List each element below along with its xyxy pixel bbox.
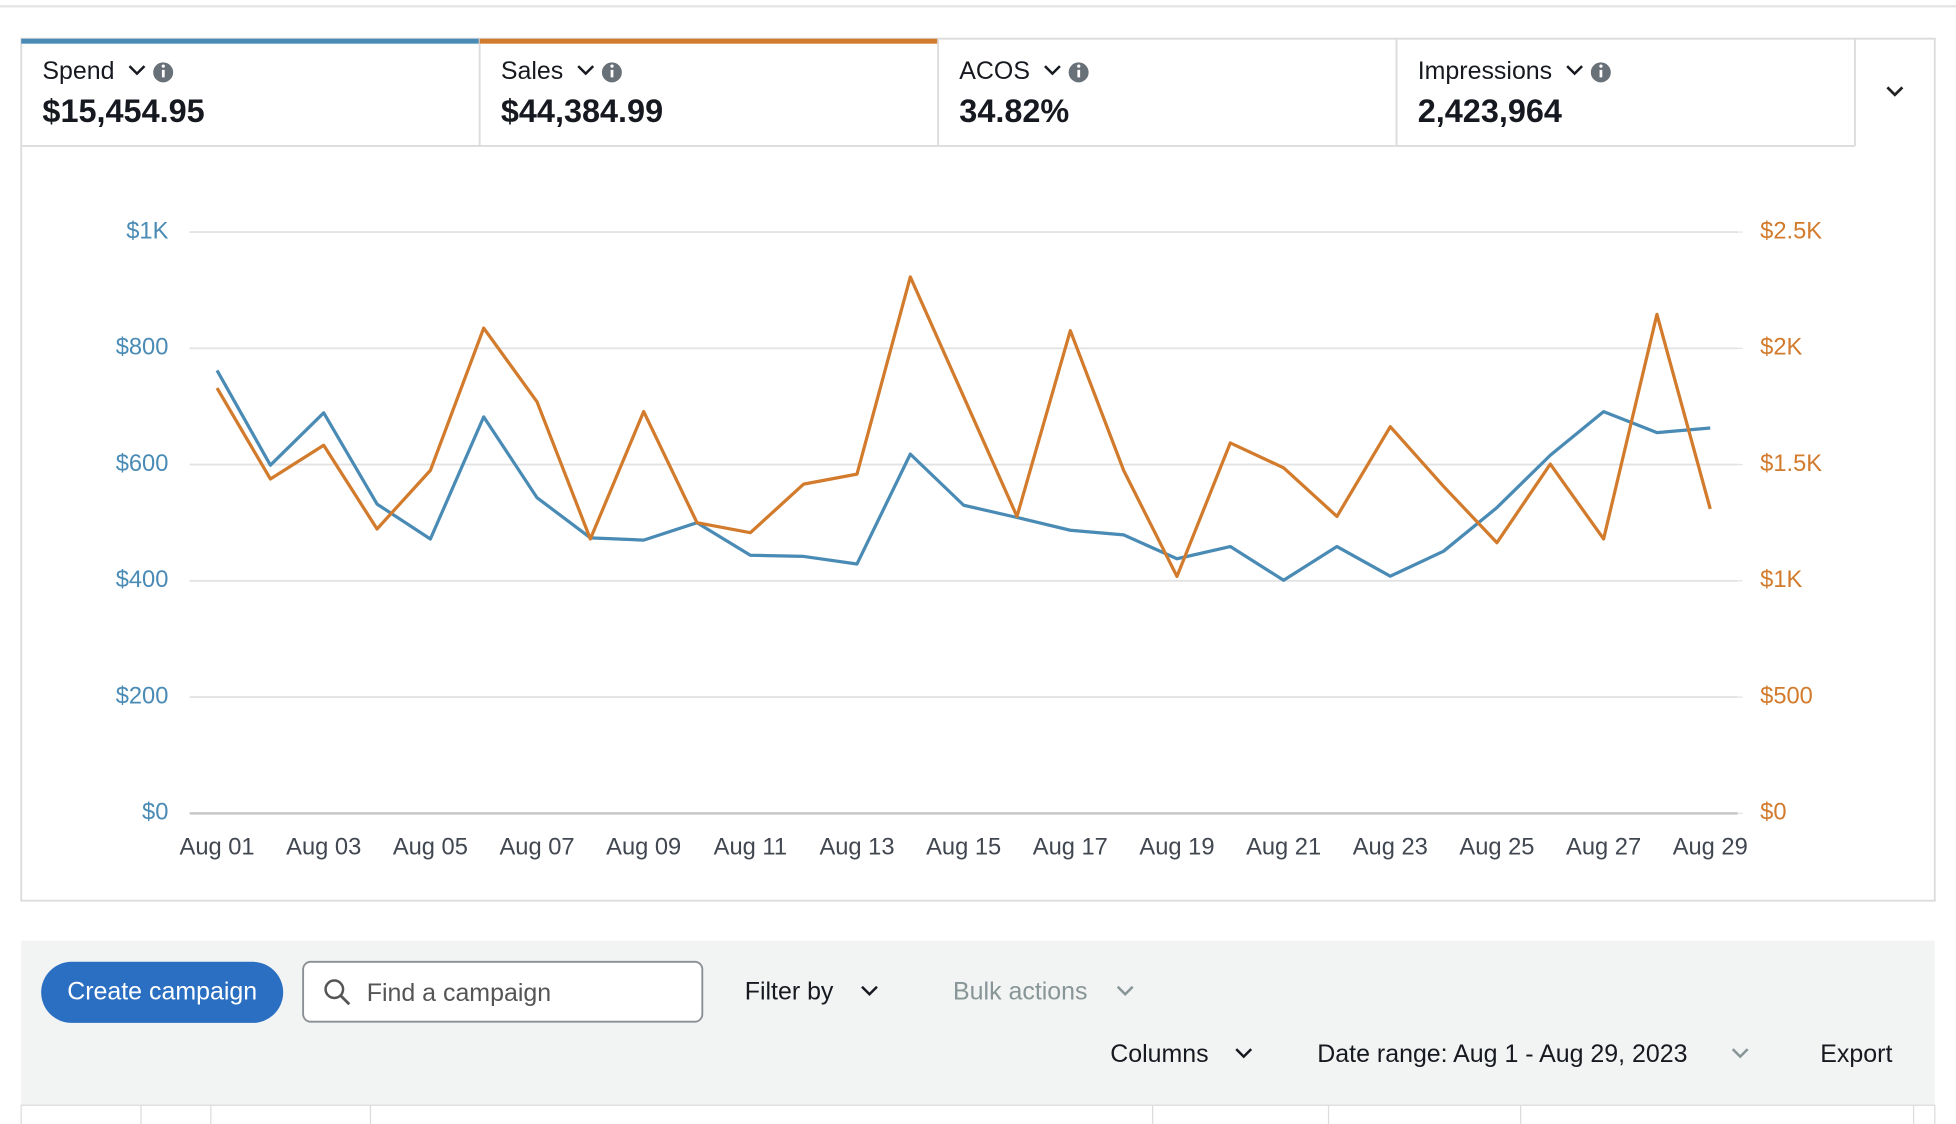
tab-color-bar	[21, 38, 480, 44]
chart-card	[20, 37, 1936, 902]
expand-chevron[interactable]	[1886, 86, 1904, 97]
y2-tick-label: $500	[1760, 683, 1813, 709]
info-icon	[1077, 64, 1081, 68]
y-tick-label: $0	[142, 800, 168, 826]
x-tick-label: Aug 23	[1353, 835, 1428, 861]
search-input[interactable]	[302, 960, 704, 1023]
x-tick-label: Aug 03	[286, 835, 361, 861]
table-header-dividers	[140, 1105, 1915, 1124]
export-button[interactable]: Export	[1820, 1040, 1892, 1068]
metric-value: $44,384.99	[501, 93, 663, 129]
chevron	[1044, 65, 1061, 76]
x-tick-label: Aug 17	[1033, 835, 1108, 861]
y-tick-label: $200	[116, 683, 169, 709]
y2-tick-label: $0	[1760, 800, 1786, 826]
y2-tick-label: $1K	[1760, 567, 1802, 593]
x-tick-label: Aug 01	[180, 835, 255, 861]
search-icon	[339, 994, 351, 1006]
x-tick-label: Aug 05	[393, 835, 468, 861]
y-tick-label: $600	[116, 451, 169, 477]
x-tick-label: Aug 11	[714, 835, 787, 861]
metric-label: ACOS	[959, 57, 1030, 85]
metric-label: Spend	[42, 57, 114, 85]
x-tick-label: Aug 15	[926, 835, 1001, 861]
x-tick-label: Aug 13	[819, 835, 894, 861]
chevron	[128, 65, 146, 76]
info-icon	[1599, 64, 1603, 68]
bulk-actions-dropdown[interactable]: Bulk actions	[953, 978, 1087, 1006]
y-tick-label: $1K	[126, 218, 168, 244]
info-icon	[1599, 69, 1603, 78]
y2-tick-label: $2K	[1760, 335, 1802, 361]
y2-tick-label: $1.5K	[1760, 451, 1822, 477]
x-tick-label: Aug 29	[1673, 835, 1748, 861]
filter-dropdown[interactable]: Filter by	[745, 978, 834, 1006]
series-line	[215, 369, 1711, 582]
x-tick-label: Aug 27	[1566, 835, 1641, 861]
chevron	[1235, 1048, 1253, 1059]
y-tick-label: $800	[116, 335, 169, 361]
chevron	[577, 65, 595, 76]
x-tick-label: Aug 21	[1246, 835, 1321, 861]
metric-label: Impressions	[1418, 57, 1552, 85]
info-icon	[1077, 69, 1081, 78]
metric-value: $15,454.95	[42, 93, 204, 129]
search-placeholder: Find a campaign	[367, 979, 551, 1007]
x-tick-label: Aug 19	[1139, 835, 1214, 861]
y-tick-label: $400	[116, 567, 169, 593]
x-tick-label: Aug 07	[499, 835, 574, 861]
x-tick-label: Aug 09	[606, 835, 681, 861]
columns-dropdown[interactable]: Columns	[1110, 1040, 1208, 1068]
chevron	[1566, 65, 1583, 76]
info-icon	[610, 64, 614, 68]
x-tick-label: Aug 25	[1459, 835, 1534, 861]
search-icon	[324, 979, 345, 1000]
create-button-label[interactable]: Create campaign	[67, 978, 257, 1006]
series-line	[215, 275, 1712, 579]
date-range-dropdown[interactable]: Date range: Aug 1 - Aug 29, 2023	[1317, 1040, 1687, 1068]
chevron	[861, 985, 878, 997]
table-header	[20, 1104, 1936, 1124]
metric-value: 34.82%	[959, 93, 1069, 129]
info-icon	[161, 69, 165, 78]
y2-tick-label: $2.5K	[1760, 218, 1822, 244]
info-icon	[161, 64, 165, 68]
chevron	[1731, 1048, 1749, 1059]
tab-color-bar	[479, 38, 939, 44]
info-icon	[610, 69, 614, 78]
create-button[interactable]	[41, 961, 284, 1023]
chevron	[1116, 985, 1134, 997]
metric-value: 2,423,964	[1418, 93, 1562, 129]
metric-label: Sales	[501, 57, 563, 85]
